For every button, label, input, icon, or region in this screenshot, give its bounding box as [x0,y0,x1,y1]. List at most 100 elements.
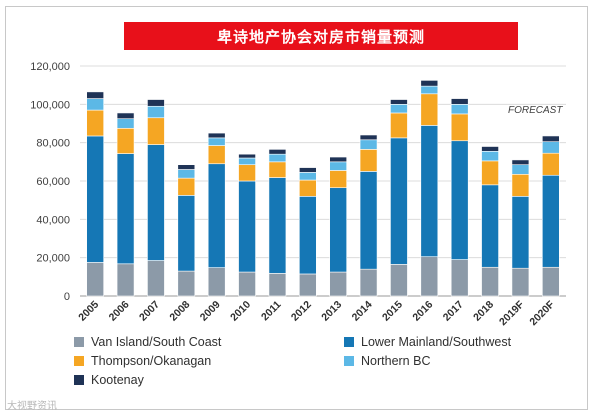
legend-item: Van Island/South Coast [74,335,344,349]
x-tick-label: 2018 [471,299,496,324]
bar-segment [542,152,560,176]
bar-segment [86,262,104,297]
bar-segment [481,266,499,297]
legend-swatch [74,356,84,366]
bar-segment [147,117,165,145]
bar-segment [147,99,165,107]
bar-segment [177,177,196,196]
bar-segment [238,153,256,159]
y-axis-ticks: 0 20,000 40,000 60,000 80,000 100,000 120,000 [30,61,70,303]
x-tick-label: 2009 [198,299,223,324]
bar-segment [116,127,135,154]
bar-segment [238,164,256,182]
bar-segment [420,93,439,126]
bar-segment [359,139,378,150]
bar-segment [390,104,408,114]
legend-item: Northern BC [344,354,554,368]
bar-segment [511,164,530,175]
bar-segment [390,112,408,139]
y-tick-label: 60,000 [36,176,70,188]
y-tick-label: 20,000 [36,253,70,265]
legend-label: Northern BC [361,354,431,368]
bar-segment [390,264,408,297]
bar-segment [329,271,347,297]
bar-segment [481,146,499,152]
bar-segment [420,80,439,87]
x-tick-label: 2020F [527,298,557,328]
bar-segment [86,135,104,263]
bar-segment [420,125,439,258]
bar-segment [481,184,499,268]
y-tick-label: 120,000 [30,61,70,73]
bar-segment [511,159,530,166]
y-tick-label: 80,000 [36,138,70,150]
bar-segment [542,141,560,154]
bar-segment [268,177,287,274]
bar-segment [359,134,378,141]
x-tick-label: 2011 [259,299,284,324]
bar-segment [177,270,196,297]
legend-label: Lower Mainland/Southwest [361,335,512,349]
bar-segment [116,153,135,265]
bar-segment [207,132,226,139]
bar-segment [511,267,530,297]
x-tick-label: 2019F [497,298,527,328]
legend-swatch [344,337,354,347]
x-tick-label: 2008 [167,299,192,324]
bar-segment [177,195,196,272]
y-tick-label: 100,000 [30,99,70,111]
bar-segment [359,149,378,172]
bar-segment [177,169,196,179]
x-tick-label: 2012 [289,299,314,324]
bar-segment [420,256,439,297]
bar-segment [116,263,135,297]
bar-segment [390,137,408,265]
bar-segment [420,85,439,95]
bar-segment [542,266,560,297]
bar-segment [299,167,317,173]
bar-segment [207,145,226,165]
x-tick-label: 2005 [76,299,101,324]
x-axis-ticks: 2005 2006 2007 2008 2009 2010 2011 2012 2013 2014… [76,298,557,328]
x-tick-label: 2016 [410,299,435,324]
bar-segment [147,260,165,297]
bar-segment [450,104,469,115]
bar-segment [542,135,560,143]
bar-segment [359,268,378,297]
legend: Van Island/South Coast Lower Mainland/So… [74,335,554,387]
bar-segment [390,99,408,105]
bar-segment [147,105,165,119]
x-tick-label: 2014 [350,299,375,324]
bar-segment [450,259,469,297]
bar-segment [86,98,104,111]
legend-swatch [74,337,84,347]
bar-segment [268,153,287,163]
bar-segment [511,196,530,269]
bar-segment [207,137,226,146]
bar-segment [238,180,256,273]
bar-segment [86,109,104,137]
bar-segment [542,174,560,268]
x-tick-label: 2013 [319,299,344,324]
bar-segment [116,112,135,120]
legend-swatch [74,375,84,385]
bar-segment [299,179,317,197]
bar-segment [238,271,256,297]
y-tick-label: 40,000 [36,214,70,226]
forecast-annotation: FORECAST [508,105,563,116]
x-tick-label: 2015 [380,299,405,324]
bar-segment [450,113,469,142]
legend-label: Kootenay [91,373,144,387]
legend-swatch [344,356,354,366]
legend-item: Lower Mainland/Southwest [344,335,554,349]
bar-segment [359,171,378,270]
bar-segment [207,267,226,297]
bar-segment [299,273,317,297]
bar-segment [511,173,530,197]
bar-segment [299,172,317,181]
watermark-text: 大视野资讯 [7,401,57,412]
x-tick-label: 2010 [228,299,253,324]
bar-segment [450,98,469,105]
bar-segment [207,163,226,268]
